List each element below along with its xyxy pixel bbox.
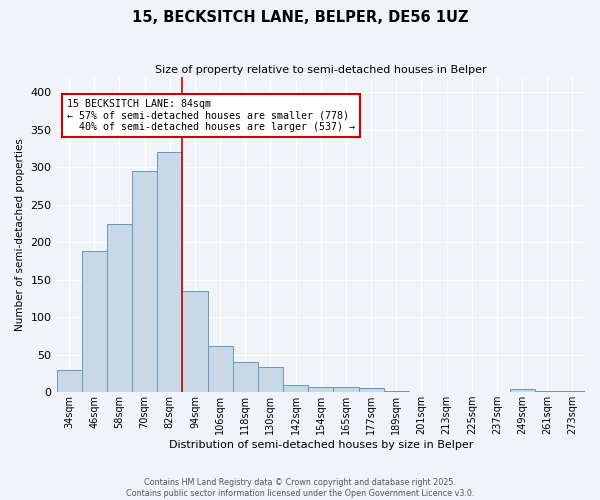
Title: Size of property relative to semi-detached houses in Belper: Size of property relative to semi-detach… <box>155 65 487 75</box>
Bar <box>334 387 359 392</box>
Bar <box>359 388 383 392</box>
Bar <box>383 390 409 392</box>
Bar <box>208 346 233 392</box>
Bar <box>157 152 182 392</box>
Bar <box>535 390 560 392</box>
Bar <box>233 362 258 392</box>
Y-axis label: Number of semi-detached properties: Number of semi-detached properties <box>15 138 25 331</box>
Bar <box>82 251 107 392</box>
Bar <box>283 384 308 392</box>
Bar <box>509 389 535 392</box>
Bar <box>308 387 334 392</box>
Text: Contains HM Land Registry data © Crown copyright and database right 2025.
Contai: Contains HM Land Registry data © Crown c… <box>126 478 474 498</box>
Bar <box>132 171 157 392</box>
X-axis label: Distribution of semi-detached houses by size in Belper: Distribution of semi-detached houses by … <box>169 440 473 450</box>
Bar <box>258 368 283 392</box>
Bar <box>182 291 208 392</box>
Bar <box>560 390 585 392</box>
Bar <box>107 224 132 392</box>
Bar <box>56 370 82 392</box>
Text: 15, BECKSITCH LANE, BELPER, DE56 1UZ: 15, BECKSITCH LANE, BELPER, DE56 1UZ <box>132 10 468 25</box>
Text: 15 BECKSITCH LANE: 84sqm
← 57% of semi-detached houses are smaller (778)
  40% o: 15 BECKSITCH LANE: 84sqm ← 57% of semi-d… <box>67 99 355 132</box>
